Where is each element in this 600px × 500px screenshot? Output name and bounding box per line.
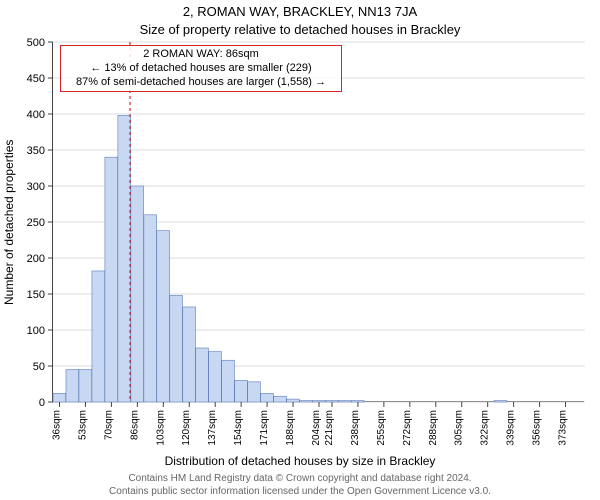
svg-text:339sqm: 339sqm — [506, 410, 517, 446]
annotation-line: ← 13% of detached houses are smaller (22… — [67, 62, 335, 76]
svg-text:154sqm: 154sqm — [233, 410, 244, 446]
svg-text:305sqm: 305sqm — [454, 410, 465, 446]
annotation-line: 87% of semi-detached houses are larger (… — [67, 76, 335, 90]
svg-text:137sqm: 137sqm — [207, 410, 218, 446]
svg-text:86sqm: 86sqm — [129, 410, 140, 440]
svg-text:450: 450 — [27, 73, 45, 85]
svg-text:103sqm: 103sqm — [155, 410, 166, 446]
svg-text:188sqm: 188sqm — [285, 410, 296, 446]
svg-text:356sqm: 356sqm — [532, 410, 543, 446]
svg-text:500: 500 — [27, 37, 45, 49]
svg-text:204sqm: 204sqm — [311, 410, 322, 446]
footer-line: Contains public sector information licen… — [0, 486, 600, 499]
svg-text:171sqm: 171sqm — [259, 410, 270, 446]
footer-line: Contains HM Land Registry data © Crown c… — [0, 473, 600, 486]
svg-text:288sqm: 288sqm — [428, 410, 439, 446]
svg-text:300: 300 — [27, 181, 45, 193]
svg-text:120sqm: 120sqm — [181, 410, 192, 446]
plot-area: 050100150200250300350400450500 36sqm53sq… — [52, 42, 584, 402]
title-line-1: 2, ROMAN WAY, BRACKLEY, NN13 7JA — [0, 4, 600, 19]
svg-text:150: 150 — [27, 289, 45, 301]
svg-text:238sqm: 238sqm — [350, 410, 361, 446]
svg-text:50: 50 — [33, 361, 45, 373]
svg-text:272sqm: 272sqm — [402, 410, 413, 446]
svg-text:53sqm: 53sqm — [77, 410, 88, 440]
svg-text:200: 200 — [27, 253, 45, 265]
figure: 2, ROMAN WAY, BRACKLEY, NN13 7JA Size of… — [0, 0, 600, 500]
footer: Contains HM Land Registry data © Crown c… — [0, 473, 600, 498]
svg-text:255sqm: 255sqm — [376, 410, 387, 446]
y-axis-label: Number of detached properties — [2, 139, 16, 304]
svg-text:250: 250 — [27, 217, 45, 229]
svg-text:221sqm: 221sqm — [324, 410, 335, 446]
svg-text:350: 350 — [27, 145, 45, 157]
annotation-line: 2 ROMAN WAY: 86sqm — [67, 48, 335, 62]
svg-text:400: 400 — [27, 109, 45, 121]
svg-text:70sqm: 70sqm — [103, 410, 114, 440]
svg-text:100: 100 — [27, 325, 45, 337]
x-axis-label: Distribution of detached houses by size … — [0, 454, 600, 468]
title-line-2: Size of property relative to detached ho… — [0, 22, 600, 37]
svg-text:373sqm: 373sqm — [558, 410, 569, 446]
annotation-box: 2 ROMAN WAY: 86sqm ← 13% of detached hou… — [60, 45, 342, 92]
svg-text:36sqm: 36sqm — [51, 410, 62, 440]
svg-text:0: 0 — [39, 397, 45, 409]
svg-text:322sqm: 322sqm — [480, 410, 491, 446]
